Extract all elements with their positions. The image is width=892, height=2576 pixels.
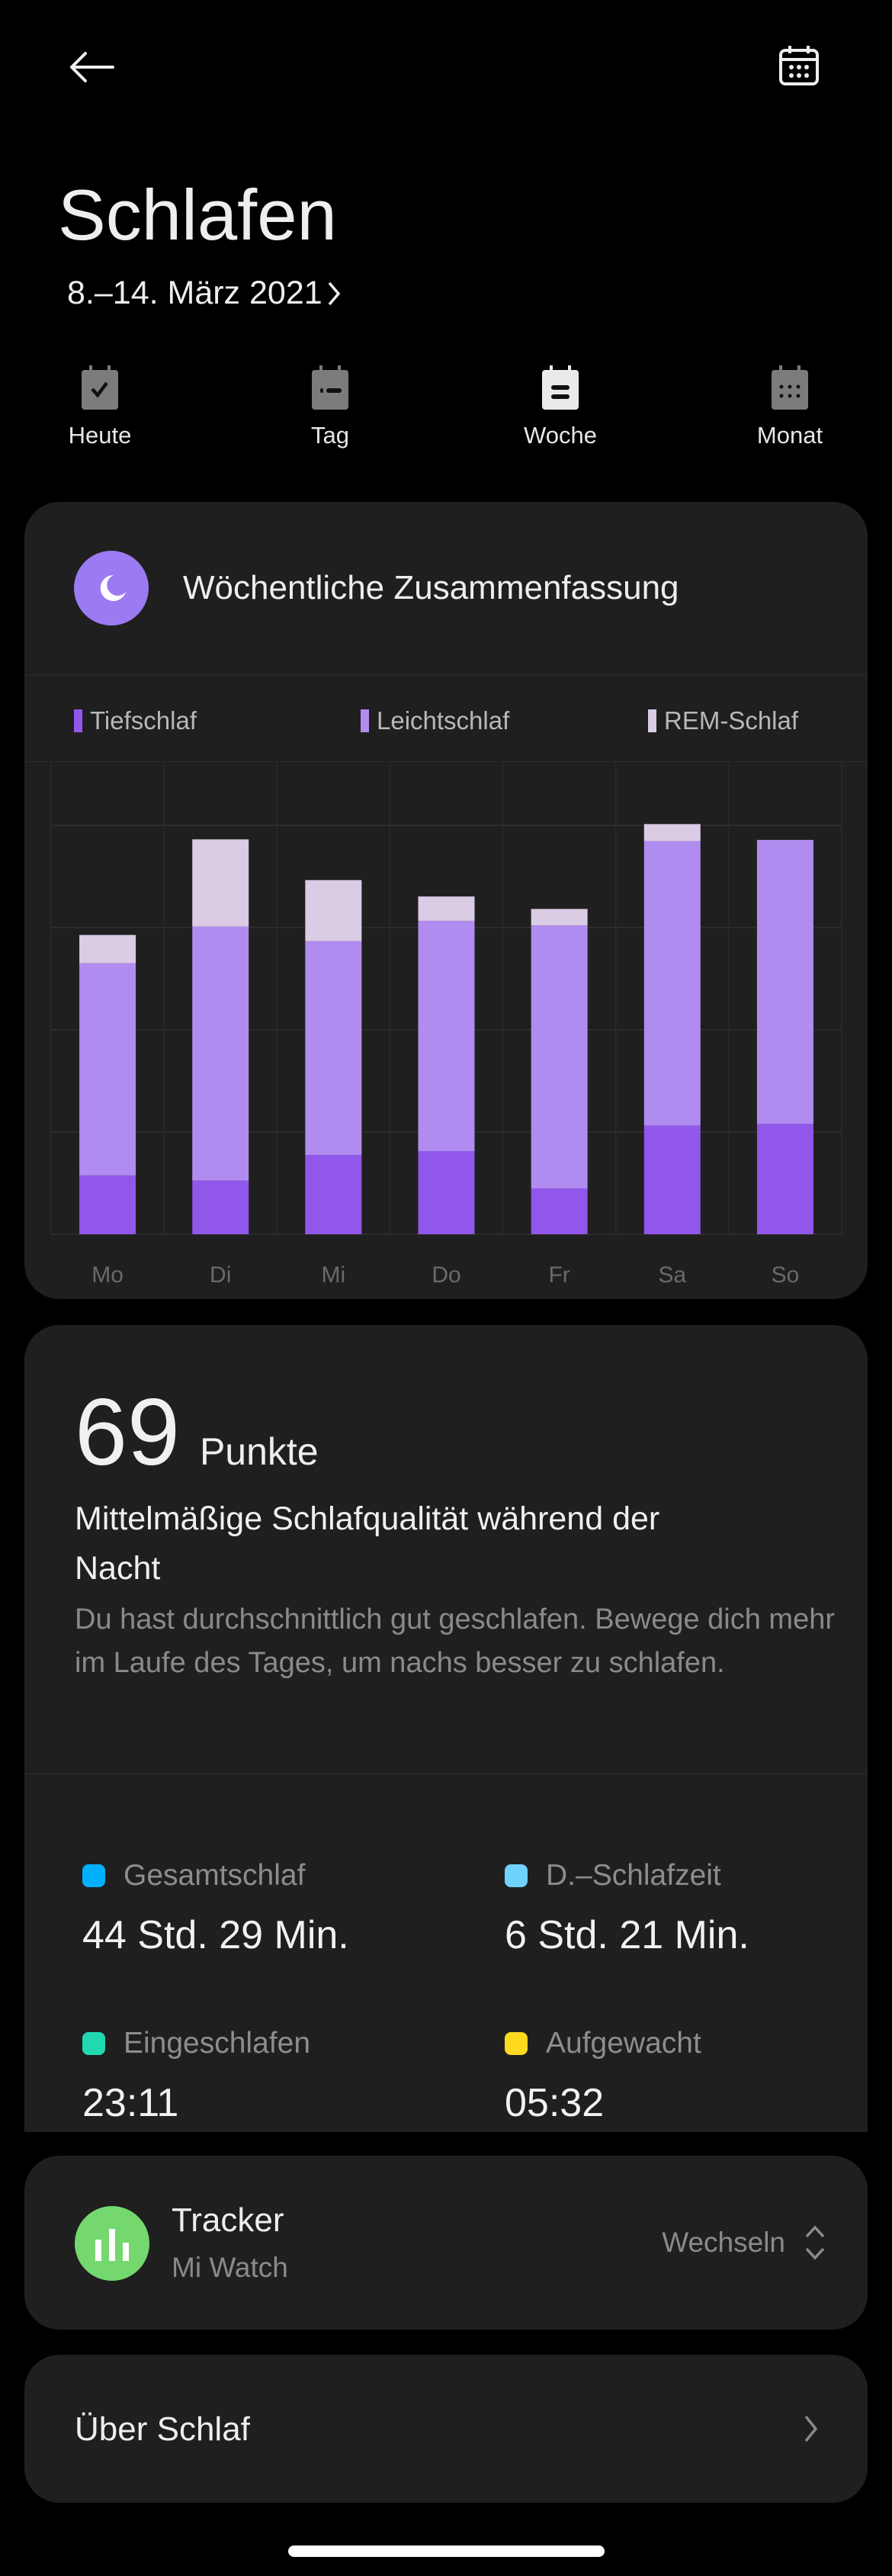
- bar-tiefschlaf-mo: [79, 1175, 136, 1234]
- x-tick-label: Fr: [548, 1262, 570, 1288]
- tab-label: Heute: [68, 422, 132, 449]
- about-sleep-item[interactable]: Über Schlaf: [24, 2355, 868, 2503]
- stat-gesamtschlaf-label: Gesamtschlaf: [82, 1859, 305, 1893]
- tab-heute[interactable]: Heute: [39, 362, 161, 449]
- summary-title: Wöchentliche Zusammenfassung: [183, 569, 679, 606]
- calendar-check-icon: [82, 365, 118, 410]
- date-range-selector[interactable]: 8.–14. März 2021: [67, 275, 342, 312]
- bar-leichtschlaf-sa: [643, 841, 701, 1126]
- legend-label: REM-Schlaf: [664, 706, 799, 735]
- stat-color-dot: [505, 2032, 528, 2055]
- stat-eingeschlafen-value: 23:11: [82, 2081, 179, 2125]
- tab-label: Tag: [311, 422, 349, 449]
- stat-label: Eingeschlafen: [124, 2027, 311, 2060]
- x-tick-label: Do: [432, 1262, 460, 1288]
- tab-label: Monat: [756, 422, 823, 449]
- legend-label: Leichtschlaf: [377, 706, 510, 735]
- bar-leichtschlaf-mi: [305, 941, 362, 1156]
- page-title: Schlafen: [58, 175, 337, 255]
- x-tick-label: Sa: [658, 1262, 686, 1288]
- bar-tiefschlaf-sa: [643, 1125, 701, 1234]
- legend-tiefschlaf: Tiefschlaf: [74, 706, 197, 735]
- stat-color-dot: [82, 2032, 105, 2055]
- bar-leichtschlaf-di: [192, 926, 249, 1181]
- score-description: Du hast durchschnittlich gut geschlafen.…: [75, 1603, 835, 1679]
- score-card: 69 Punkte Mittelmäßige Schlafqualität wä…: [24, 1325, 868, 2132]
- score-heading: Mittelmäßige Schlafqualität während der …: [75, 1500, 660, 1587]
- tab-tag[interactable]: Tag: [269, 362, 391, 449]
- tracker-card[interactable]: Tracker Mi Watch Wechseln: [24, 2156, 868, 2330]
- x-tick-label: Mo: [91, 1262, 124, 1288]
- chevron-up-down-icon: [805, 2225, 825, 2260]
- bar-rem-schlaf-di: [192, 839, 249, 927]
- tracker-device: Mi Watch: [172, 2252, 288, 2283]
- chevron-right-icon: [804, 2415, 818, 2443]
- tracker-title: Tracker: [172, 2201, 284, 2239]
- stat-durchschnitt-label: D.–Schlafzeit: [505, 1859, 721, 1893]
- stat-label: Aufgewacht: [546, 2027, 701, 2060]
- bar-rem-schlaf-mo: [79, 934, 136, 963]
- calendar-week-icon: [542, 365, 579, 410]
- calendar-month-icon: [772, 365, 808, 410]
- bar-rem-schlaf-sa: [643, 824, 701, 841]
- tab-monat[interactable]: Monat: [729, 362, 851, 449]
- x-tick-label: So: [772, 1262, 800, 1288]
- stat-gesamtschlaf-value: 44 Std. 29 Min.: [82, 1913, 349, 1957]
- calendar-icon: [779, 46, 819, 85]
- stat-aufgewacht-value: 05:32: [505, 2081, 605, 2125]
- bar-leichtschlaf-so: [756, 840, 813, 1124]
- stat-label: Gesamtschlaf: [124, 1859, 306, 1892]
- calendar-button[interactable]: [776, 43, 822, 88]
- stat-color-dot: [505, 1864, 528, 1887]
- bar-rem-schlaf-mi: [305, 880, 362, 941]
- bar-tiefschlaf-mi: [305, 1155, 362, 1234]
- legend-rem-schlaf: REM-Schlaf: [648, 706, 798, 735]
- about-label: Über Schlaf: [75, 2410, 250, 2448]
- tab-label: Woche: [524, 422, 597, 449]
- arrow-left-icon: [70, 52, 114, 82]
- bar-tiefschlaf-fr: [531, 1188, 588, 1234]
- switch-tracker-button[interactable]: Wechseln: [662, 2223, 828, 2262]
- bar-rem-schlaf-do: [418, 896, 475, 921]
- date-range: 8.–14. März 2021: [67, 275, 322, 311]
- stat-eingeschlafen-label: Eingeschlafen: [82, 2027, 310, 2060]
- switch-label: Wechseln: [662, 2227, 785, 2258]
- bar-leichtschlaf-fr: [531, 925, 588, 1188]
- bar-rem-schlaf-fr: [531, 909, 588, 926]
- home-indicator: [288, 2545, 605, 2557]
- x-tick-label: Di: [210, 1262, 231, 1288]
- legend-leichtschlaf: Leichtschlaf: [361, 706, 509, 735]
- tracker-icon: [75, 2206, 149, 2281]
- chevron-right-icon: [328, 281, 340, 305]
- bar-tiefschlaf-so: [756, 1124, 813, 1234]
- back-button[interactable]: [64, 46, 122, 88]
- moon-icon: [74, 551, 149, 626]
- divider: [24, 674, 868, 675]
- bar-leichtschlaf-mo: [79, 963, 136, 1175]
- score-value: 69: [75, 1380, 180, 1485]
- calendar-day-icon: [312, 365, 348, 410]
- bar-tiefschlaf-do: [418, 1150, 475, 1234]
- weekly-summary-card: Wöchentliche Zusammenfassung Tiefschlaf …: [24, 502, 868, 1299]
- stat-label: D.–Schlafzeit: [546, 1859, 721, 1892]
- divider: [24, 761, 868, 762]
- score-unit: Punkte: [199, 1430, 319, 1473]
- x-tick-label: Mi: [322, 1262, 346, 1288]
- bar-tiefschlaf-di: [192, 1180, 249, 1234]
- sleep-bar-chart: Mo Di Mi Do Fr Sa So: [50, 761, 842, 1288]
- stat-durchschnitt-value: 6 Std. 21 Min.: [505, 1913, 749, 1957]
- legend-label: Tiefschlaf: [90, 706, 197, 735]
- bar-leichtschlaf-do: [418, 921, 475, 1151]
- stat-color-dot: [82, 1864, 105, 1887]
- tab-woche[interactable]: Woche: [499, 362, 621, 449]
- stat-aufgewacht-label: Aufgewacht: [505, 2027, 701, 2060]
